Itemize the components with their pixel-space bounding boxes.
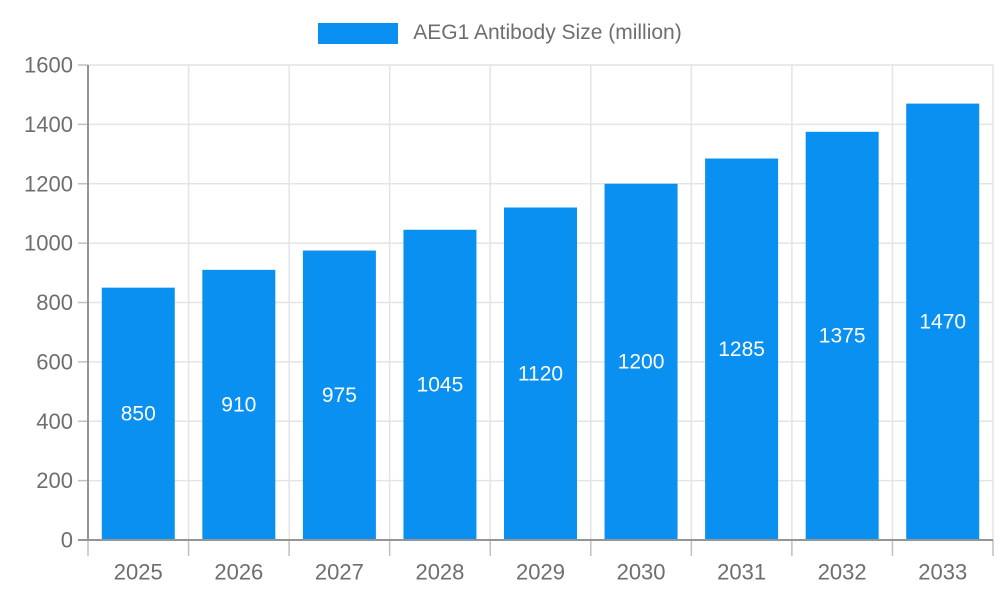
x-tick-label: 2032 xyxy=(818,560,867,585)
y-tick-label: 0 xyxy=(61,528,73,553)
x-tick-label: 2029 xyxy=(516,560,565,585)
bar-value-label: 850 xyxy=(121,402,156,425)
x-tick-label: 2030 xyxy=(617,560,666,585)
y-tick-label: 600 xyxy=(36,349,73,374)
bar xyxy=(504,207,577,540)
bar-value-label: 1200 xyxy=(618,350,665,373)
x-tick-label: 2031 xyxy=(717,560,766,585)
y-tick-label: 400 xyxy=(36,409,73,434)
bar-value-label: 975 xyxy=(322,384,357,407)
bar xyxy=(403,229,477,540)
x-tick-label: 2033 xyxy=(918,560,967,585)
bar xyxy=(906,103,980,540)
y-tick-label: 200 xyxy=(36,468,73,493)
y-tick-label: 1200 xyxy=(24,171,73,196)
y-tick-label: 1600 xyxy=(24,53,73,78)
bar-value-label: 1045 xyxy=(417,373,464,396)
bar xyxy=(101,287,175,540)
bar xyxy=(805,131,879,540)
x-tick-label: 2028 xyxy=(415,560,464,585)
bar xyxy=(302,250,376,540)
x-tick-label: 2025 xyxy=(114,560,163,585)
y-tick-label: 1000 xyxy=(24,231,73,256)
bar-value-label: 1375 xyxy=(819,324,866,347)
bar-value-label: 1470 xyxy=(919,310,966,333)
y-tick-label: 800 xyxy=(36,290,73,315)
bar-value-label: 1120 xyxy=(518,362,563,385)
bar xyxy=(604,183,678,540)
bar-value-label: 910 xyxy=(221,393,256,416)
bar xyxy=(202,269,276,540)
y-tick-label: 1400 xyxy=(24,112,73,137)
bar xyxy=(705,158,779,540)
x-tick-label: 2026 xyxy=(214,560,263,585)
x-tick-label: 2027 xyxy=(315,560,364,585)
bar-value-label: 1285 xyxy=(718,338,765,361)
